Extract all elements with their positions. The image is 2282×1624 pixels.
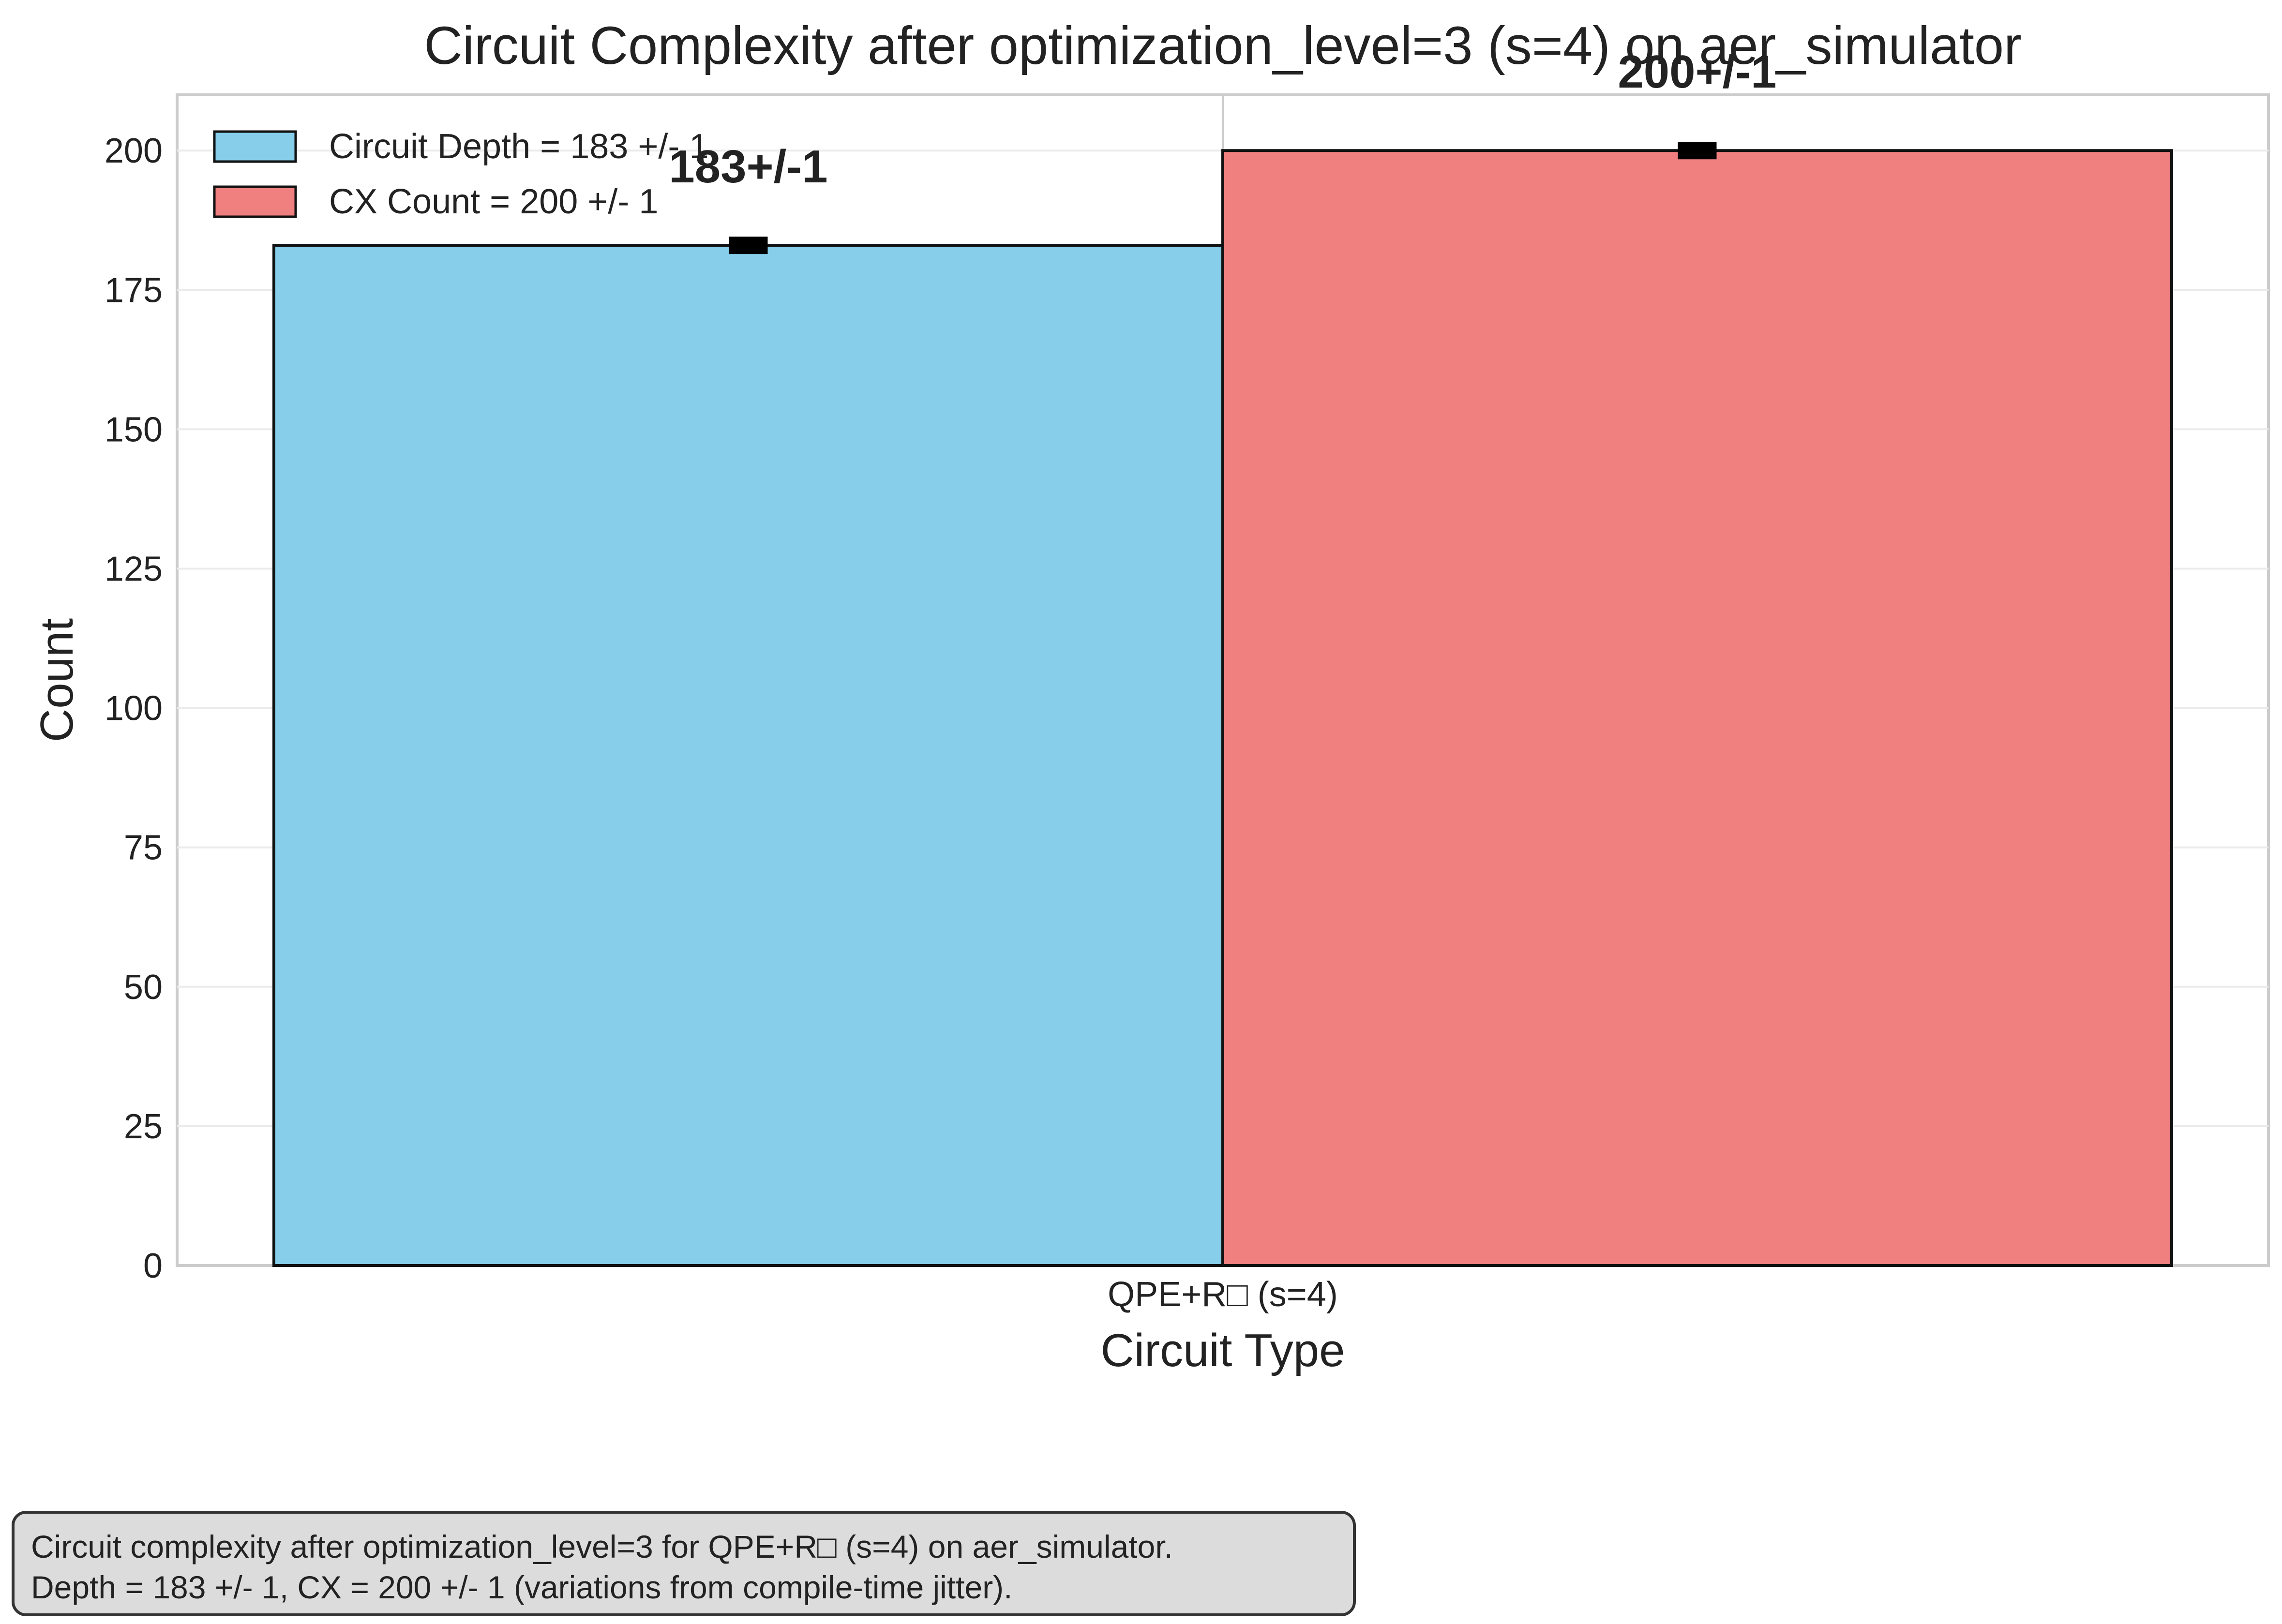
y-tick-label: 75 <box>124 829 163 867</box>
caption-line-1: Circuit complexity after optimization_le… <box>31 1529 1173 1564</box>
y-tick-label: 0 <box>143 1247 163 1285</box>
error-cap-0 <box>729 237 768 254</box>
y-tick-label: 200 <box>105 132 163 170</box>
y-tick-label: 50 <box>124 968 163 1007</box>
legend-swatch-depth <box>213 130 297 163</box>
bar-0 <box>272 244 1224 1267</box>
bar-value-labels: 183+/-1 200+/-1 <box>669 46 1776 193</box>
legend-swatch-cx <box>213 185 297 218</box>
caption-box: Circuit complexity after optimization_le… <box>12 1511 1356 1616</box>
chart-title: Circuit Complexity after optimization_le… <box>424 16 2021 75</box>
legend-label-cx: CX Count = 200 +/- 1 <box>329 182 658 221</box>
y-tick-labels: 0 25 50 75 100 125 150 175 200 <box>105 132 163 1285</box>
bar-value-label-0: 183+/-1 <box>669 141 827 193</box>
y-axis-label: Count <box>31 618 83 742</box>
caption-line-2: Depth = 183 +/- 1, CX = 200 +/- 1 (varia… <box>31 1569 1013 1605</box>
bar-value-label-1: 200+/-1 <box>1618 46 1776 98</box>
bars <box>272 149 2173 1267</box>
bar-1 <box>1221 149 2173 1267</box>
x-axis-label: Circuit Type <box>1100 1325 1345 1376</box>
error-cap-1 <box>1678 142 1717 160</box>
y-tick-label: 125 <box>105 550 163 589</box>
y-tick-label: 175 <box>105 271 163 310</box>
x-tick-label: QPE+R□ (s=4) <box>1108 1275 1338 1314</box>
y-tick-label: 100 <box>105 689 163 728</box>
y-tick-label: 150 <box>105 410 163 449</box>
y-tick-label: 25 <box>124 1107 163 1146</box>
legend-label-depth: Circuit Depth = 183 +/- 1 <box>329 127 708 166</box>
error-bars <box>729 142 1717 254</box>
legend: Circuit Depth = 183 +/- 1 CX Count = 200… <box>213 127 708 221</box>
